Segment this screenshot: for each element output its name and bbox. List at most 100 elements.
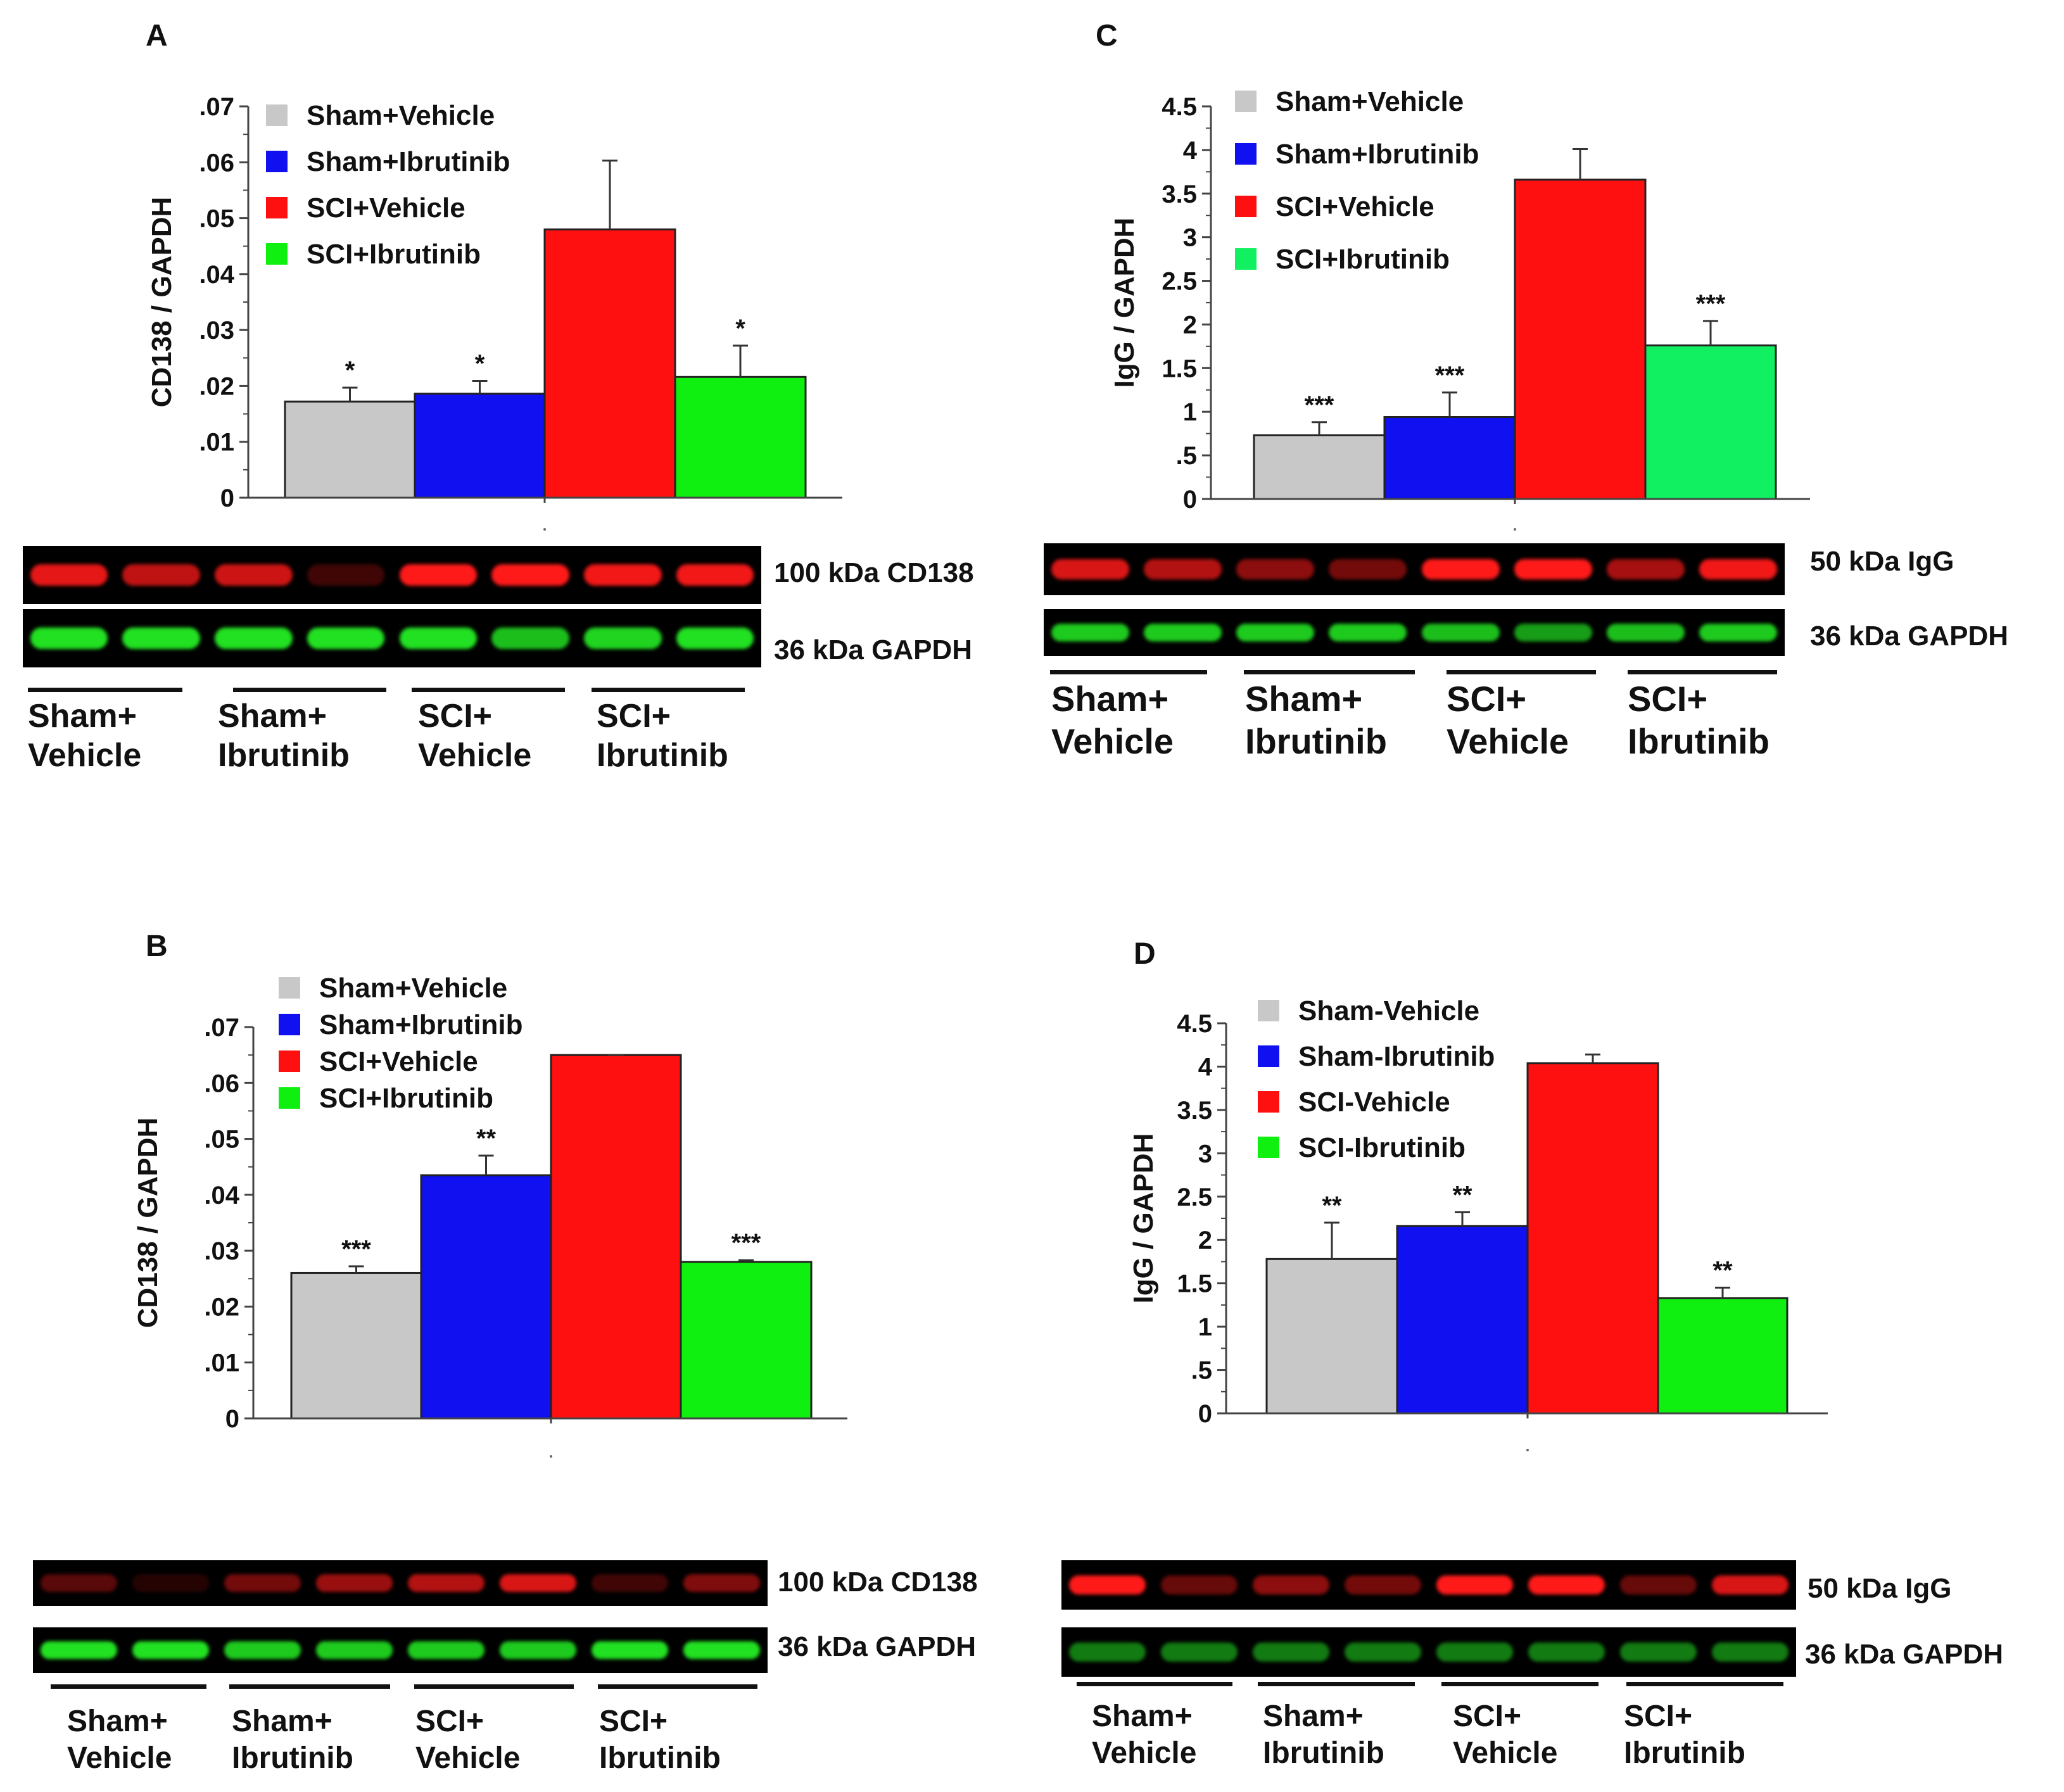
legend-label-a-4: SCI+Ibrutinib	[307, 239, 481, 270]
y-tick-label-d-1: .5	[1191, 1357, 1212, 1385]
y-tick-label-d-7: 3.5	[1177, 1097, 1212, 1125]
y-tick-label-b-7: .07	[204, 1014, 239, 1042]
blot-group-line2-a-2: Ibrutinib	[218, 737, 350, 774]
blot-target-d-band-3	[1252, 1575, 1330, 1594]
error-bar-c-3	[1573, 148, 1588, 180]
legend-label-b-2: Sham+Ibrutinib	[319, 1009, 522, 1040]
y-tick-label-b-0: 0	[225, 1405, 239, 1433]
blot-target-d	[1061, 1560, 1796, 1610]
blot-target-d-band-1	[1068, 1575, 1146, 1594]
blot-group-line1-a-2: Sham+	[218, 698, 327, 735]
blot-loading-d-band-5	[1436, 1643, 1514, 1662]
significance-d-4: **	[1713, 1257, 1733, 1285]
blot-loading-c-band-8	[1699, 623, 1778, 642]
blot-group-line-b-3	[414, 1684, 574, 1689]
blot-group-label-d-1: Sham+ Vehicle	[1092, 1698, 1196, 1771]
y-tick-label-a-3: .03	[199, 317, 234, 344]
blot-group-line2-b-1: Vehicle	[67, 1741, 172, 1775]
blot-loading-d-band-3	[1252, 1643, 1330, 1662]
blot-loading-d-band-4	[1344, 1643, 1422, 1662]
y-axis-label-b: CD138 / GAPDH	[132, 1118, 163, 1328]
y-tick-label-a-1: .01	[199, 429, 234, 457]
blot-loading-label-a: 36 kDa GAPDH	[774, 634, 973, 666]
y-tick-label-d-9: 4.5	[1177, 1010, 1212, 1038]
blot-loading-a-band-6	[491, 627, 569, 650]
blot-target-d-band-7	[1619, 1575, 1697, 1594]
blot-loading-d-band-2	[1160, 1643, 1238, 1662]
blot-group-label-b-2: Sham+ Ibrutinib	[232, 1703, 353, 1776]
blot-group-line1-c-1: Sham+	[1051, 679, 1169, 719]
blot-group-line1-d-2: Sham+	[1263, 1700, 1364, 1733]
blot-loading-a-band-2	[122, 627, 200, 650]
blot-loading-b-band-3	[224, 1641, 301, 1659]
blot-group-line1-a-1: Sham+	[28, 698, 137, 735]
y-tick-label-c-0: 0	[1183, 486, 1197, 514]
bar-c-4	[1644, 344, 1777, 500]
y-tick-label-c-9: 4.5	[1162, 93, 1197, 121]
significance-d-1: **	[1322, 1192, 1342, 1220]
error-bar-c-2	[1442, 391, 1457, 417]
blot-group-line1-d-3: SCI+	[1453, 1700, 1522, 1733]
y-tick-label-c-5: 2.5	[1162, 268, 1197, 296]
blot-target-c-band-7	[1607, 559, 1685, 579]
y-tick-label-a-2: .02	[199, 372, 234, 400]
blot-target-a-band-4	[307, 564, 385, 586]
y-tick-label-c-3: 1.5	[1162, 355, 1197, 382]
legend-swatch-d-1	[1258, 1000, 1279, 1021]
blot-group-line2-c-2: Ibrutinib	[1245, 721, 1387, 762]
legend-a: Sham+Vehicle Sham+Ibrutinib SCI+Vehicle SCI…	[266, 100, 510, 270]
panel-b: B CD138 / GAPDH *** ** *** 0.01.02.03.04.05.0…	[0, 899, 1032, 1792]
blot-group-line-a-3	[412, 688, 565, 692]
legend-label-b-3: SCI+Vehicle	[319, 1046, 478, 1077]
blot-loading-d-band-1	[1068, 1643, 1146, 1662]
blot-group-line1-d-1: Sham+	[1092, 1700, 1193, 1733]
blot-group-label-b-4: SCI+ Ibrutinib	[599, 1703, 721, 1776]
significance-a-4: *	[735, 315, 745, 343]
bar-b-4	[680, 1261, 813, 1420]
blot-target-c-band-6	[1514, 559, 1592, 579]
panel-c: C IgG / GAPDH *** *** *** 0 .5 1 1.5 2 2.5 3 3.5 4 4.5…	[1032, 0, 2064, 798]
y-tick-label-c-7: 3.5	[1162, 180, 1197, 208]
blot-target-d-band-8	[1711, 1575, 1789, 1594]
y-tick-label-b-5: .05	[204, 1126, 239, 1154]
blot-group-line-d-4	[1626, 1682, 1783, 1686]
y-tick-label-b-4: .04	[204, 1182, 239, 1209]
y-tick-label-a-5: .05	[199, 205, 234, 233]
panel-label-d: D	[1134, 937, 1156, 971]
panel-label-c: C	[1096, 19, 1118, 53]
legend-swatch-b-4	[279, 1087, 300, 1109]
blot-group-line-b-2	[229, 1684, 390, 1689]
legend-label-d-2: Sham-Ibrutinib	[1298, 1041, 1495, 1072]
y-tick-label-b-1: .01	[204, 1349, 239, 1377]
error-bar-b-4	[738, 1259, 754, 1262]
error-bar-a-1	[342, 386, 358, 402]
blot-group-line-a-2	[233, 688, 386, 692]
legend-swatch-c-4	[1235, 248, 1257, 270]
blot-loading-c-band-1	[1051, 623, 1129, 642]
bar-c-2	[1383, 415, 1516, 500]
blot-group-line1-c-3: SCI+	[1447, 679, 1527, 719]
y-axis-label-c: IgG / GAPDH	[1109, 218, 1140, 388]
x-axis-dot-c	[1514, 528, 1516, 531]
blot-target-b	[33, 1560, 768, 1606]
legend-label-c-4: SCI+Ibrutinib	[1276, 244, 1450, 275]
y-tick-label-c-6: 3	[1183, 224, 1197, 252]
blot-target-a-band-8	[676, 564, 754, 586]
blot-target-a-band-6	[491, 564, 569, 586]
blot-group-label-c-1: Sham+ Vehicle	[1051, 678, 1174, 762]
y-tick-label-a-7: .07	[199, 93, 234, 121]
blot-group-line1-b-3: SCI+	[415, 1705, 484, 1738]
bar-chart-c: C IgG / GAPDH *** *** *** 0 .5 1 1.5 2 2.5 3 3.5 4 4.5…	[1096, 19, 1810, 531]
blot-loading-c-band-6	[1514, 623, 1592, 642]
legend-label-b-1: Sham+Vehicle	[319, 973, 507, 1004]
significance-d-2: **	[1452, 1181, 1472, 1209]
blot-group-line2-b-2: Ibrutinib	[232, 1741, 353, 1775]
error-bar-d-2	[1455, 1211, 1470, 1227]
blot-group-line1-a-4: SCI+	[597, 698, 671, 735]
blot-group-line2-b-4: Ibrutinib	[599, 1741, 721, 1775]
legend-swatch-d-2	[1258, 1045, 1279, 1067]
legend-label-a-2: Sham+Ibrutinib	[307, 146, 510, 177]
blot-target-b-band-6	[499, 1574, 577, 1592]
bar-d-3	[1526, 1062, 1659, 1415]
